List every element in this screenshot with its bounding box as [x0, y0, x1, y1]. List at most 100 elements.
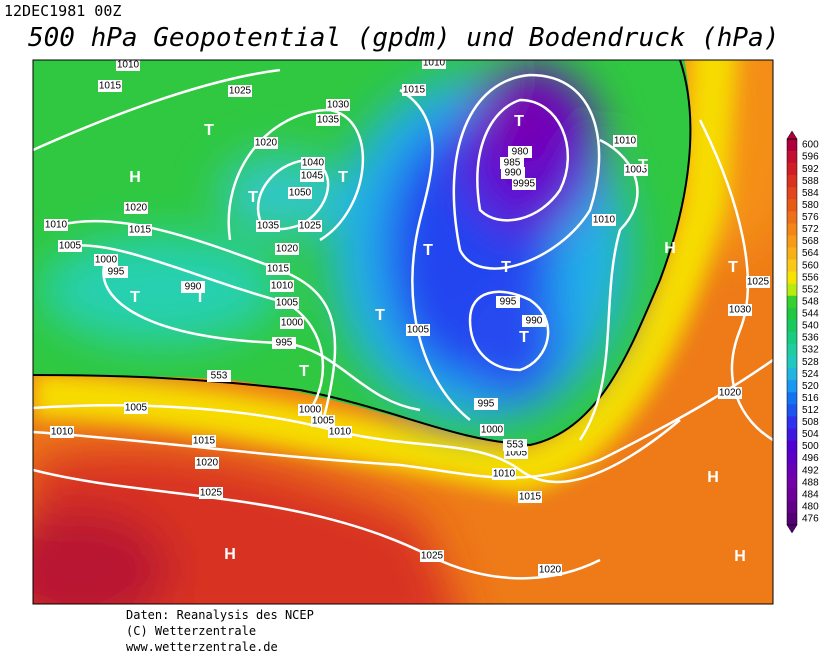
- pressure-center: T: [514, 113, 524, 130]
- isobar-label-bg: [406, 324, 430, 336]
- isobar-label: 1015: [519, 492, 542, 503]
- isobar-label-bg: [288, 187, 312, 199]
- isobar-label-bg: [275, 243, 299, 255]
- isobar-label-bg: [228, 85, 252, 97]
- isobar-label-bg: [128, 224, 152, 236]
- isobar-label-bg: [592, 214, 616, 226]
- isobar-label-bg: [300, 170, 324, 182]
- isobar-label: 1040: [302, 158, 325, 169]
- isobar-label-bg: [512, 178, 536, 190]
- colorbar-label: 520: [802, 381, 819, 392]
- colorbar-arrow-bottom: [786, 524, 798, 534]
- colorbar-label: 564: [802, 248, 819, 259]
- isobar-label: 980: [512, 147, 529, 158]
- isobar-label-bg: [104, 266, 128, 278]
- colorbar-swatch: [787, 416, 797, 429]
- pressure-center: T: [638, 157, 648, 174]
- colorbar-label: 512: [802, 405, 819, 416]
- colorbar-swatch: [787, 331, 797, 345]
- colorbar-label: 496: [802, 453, 819, 464]
- isobar-label: 990: [185, 282, 202, 293]
- colorbar-swatch: [787, 187, 797, 200]
- colorbar-swatch: [787, 476, 797, 490]
- isobar-label-bg: [298, 404, 322, 416]
- colorbar-swatch: [787, 500, 797, 514]
- colorbar-label: 600: [802, 140, 819, 151]
- isobar-label: 1020: [255, 138, 278, 149]
- colorbar-swatch: [787, 163, 797, 176]
- colorbar-label: 476: [802, 514, 819, 525]
- isobar-label-bg: [311, 415, 335, 427]
- colorbar-swatch: [787, 175, 797, 188]
- colorbar-label: 492: [802, 465, 819, 476]
- isobar-label: 990: [505, 168, 522, 179]
- isobar-label-bg: [480, 424, 504, 436]
- colorbar-label: 484: [802, 489, 819, 500]
- title: 500 hPa Geopotential (gpdm) und Bodendru…: [28, 23, 779, 53]
- colorbar-label: 568: [802, 236, 819, 247]
- pressure-center: H: [224, 546, 236, 563]
- isobar-label-bg: [280, 317, 304, 329]
- colorbar-swatch: [787, 344, 797, 357]
- isobar-label-bg: [518, 491, 542, 503]
- isobar-label-bg: [124, 202, 148, 214]
- pressure-center: H: [664, 240, 676, 257]
- isobar-label-bg: [301, 157, 325, 169]
- contour-552: [33, 60, 692, 447]
- isobar-label: 1000: [299, 405, 322, 416]
- colorbar-label: 592: [802, 164, 819, 175]
- pressure-center: T: [501, 259, 511, 276]
- colorbar-label: 548: [802, 296, 819, 307]
- isobar-label-bg: [207, 370, 231, 382]
- colorbar-frame: [786, 138, 798, 526]
- isobar-label: 1010: [271, 281, 294, 292]
- isobar-label-bg: [328, 426, 352, 438]
- colorbar-label: 508: [802, 417, 819, 428]
- isobar-label-bg: [422, 60, 446, 69]
- pressure-center: T: [423, 242, 433, 259]
- colorbar-swatch: [787, 512, 797, 526]
- colorbar-swatch: [787, 428, 797, 441]
- isobar-label-bg: [266, 263, 290, 275]
- isobar-label: 1030: [729, 305, 752, 316]
- colorbar-swatch: [787, 151, 797, 164]
- colorbar-swatch: [787, 223, 797, 236]
- pressure-center: T: [195, 289, 205, 306]
- isobar-label: 1010: [423, 58, 446, 69]
- colorbar-swatch: [787, 295, 797, 309]
- isobar-label: 1010: [593, 215, 616, 226]
- isobar-label: 1020: [196, 458, 219, 469]
- colorbar-label: 488: [802, 477, 819, 488]
- colorbar-swatch: [787, 380, 797, 393]
- isobar-label: 1010: [614, 136, 637, 147]
- isobar-label: 995: [478, 399, 495, 410]
- colorbar-label: 540: [802, 321, 819, 332]
- isobar-label: 1020: [276, 244, 299, 255]
- isobar-label: 1005: [505, 448, 528, 459]
- colorbar-swatch: [787, 452, 797, 465]
- footer-line: (C) Wetterzentrale: [126, 624, 256, 638]
- isobar-label-bg: [420, 550, 444, 562]
- isobar-label: 1045: [301, 171, 324, 182]
- isobar-label-bg: [272, 337, 296, 349]
- map: 1010 1015 1025 1020 1030 1035 1040 1045 1050 1035…: [33, 58, 773, 604]
- isobar-label: 1015: [267, 264, 290, 275]
- isobar-label: 1000: [281, 318, 304, 329]
- isobar-label: 1005: [59, 241, 82, 252]
- isobar-label: 1005: [125, 403, 148, 414]
- isobar-label: 990: [526, 316, 543, 327]
- pressure-center: T: [375, 307, 385, 324]
- colorbar-label: 584: [802, 188, 819, 199]
- isobar-label-bg: [402, 84, 426, 96]
- pressure-center: H: [734, 548, 746, 565]
- isobar-label: 553: [507, 440, 524, 451]
- isobar-label-bg: [496, 296, 520, 308]
- isobar-label-bg: [116, 60, 140, 71]
- isobar-label: 1000: [95, 255, 118, 266]
- colorbar-swatch: [787, 235, 797, 248]
- colorbar-swatch: [787, 283, 797, 297]
- pressure-center: T: [204, 122, 214, 139]
- isobar-label: 1035: [317, 115, 340, 126]
- colorbar-swatch: [787, 199, 797, 212]
- isobar-label-bg: [195, 457, 219, 469]
